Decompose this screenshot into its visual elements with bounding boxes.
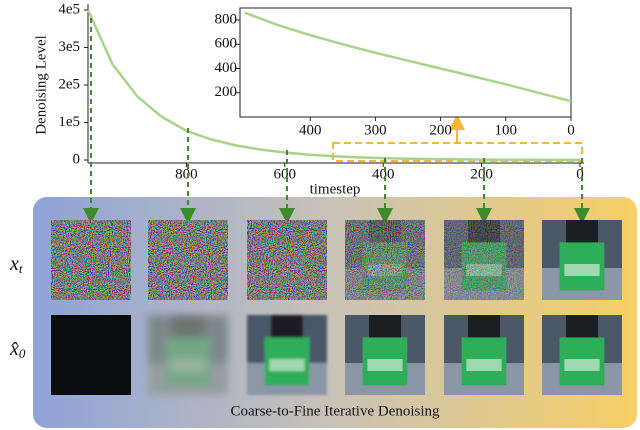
bottle-label: [269, 359, 305, 371]
bottle-cap: [566, 315, 598, 339]
noisy-image: [247, 220, 327, 300]
curve: [244, 11, 572, 103]
y-tick-label: 800: [215, 11, 238, 27]
x-tick-label: 200: [470, 166, 493, 182]
bottle-cap: [566, 220, 598, 244]
x-tick-label: 100: [495, 122, 518, 138]
bottle-cap: [369, 315, 401, 339]
x-tick-label: 0: [576, 166, 584, 182]
haze: [148, 315, 228, 395]
bottle-label: [367, 359, 403, 371]
y-tick-label: 200: [215, 84, 238, 100]
y-tick-label: 2e5: [58, 76, 80, 92]
bottle-label: [466, 359, 502, 371]
bottle-label: [564, 359, 600, 371]
curve: [86, 9, 581, 162]
y-tick-label: 1e5: [58, 114, 80, 130]
bottle-cap: [468, 315, 500, 339]
y-tick-label: 0: [73, 151, 81, 167]
noisy-image: [542, 220, 622, 300]
x-axis-label: timestep: [310, 181, 361, 197]
predicted-image: [444, 315, 524, 395]
x-tick-label: 400: [372, 166, 395, 182]
predicted-image: [148, 315, 228, 395]
noisy-image: [345, 220, 425, 300]
noisy-image: [148, 220, 228, 300]
predicted-image: [247, 315, 327, 395]
noise: [51, 220, 131, 300]
row-label: xt: [9, 253, 23, 276]
noise: [148, 220, 228, 300]
noise: [247, 220, 327, 300]
x-tick-label: 300: [364, 122, 387, 138]
noisy-image: [444, 220, 524, 300]
y-tick-label: 400: [215, 60, 238, 76]
dark-image: [51, 315, 131, 395]
y-axis-label: Denoising Level: [33, 35, 49, 135]
bottle-cap: [271, 315, 303, 339]
predicted-image: [51, 315, 131, 395]
inset-frame: [239, 7, 572, 118]
y-tick-label: 600: [215, 36, 238, 52]
noisy-image: [51, 220, 131, 300]
x-tick-label: 200: [429, 122, 452, 138]
predicted-image: [345, 315, 425, 395]
y-tick-label: 4e5: [58, 1, 80, 17]
noise: [444, 220, 524, 300]
x-tick-label: 600: [274, 166, 297, 182]
x-tick-label: 0: [567, 122, 575, 138]
row-label: x̂0: [9, 338, 26, 361]
bottle-label: [564, 264, 600, 276]
predicted-image: [542, 315, 622, 395]
x-tick-label: 800: [175, 166, 198, 182]
noise: [345, 220, 425, 300]
zoom-box: [332, 142, 583, 162]
y-tick-label: 3e5: [58, 39, 80, 55]
x-tick-label: 400: [299, 122, 322, 138]
caption: Coarse-to-Fine Iterative Denoising: [230, 403, 440, 419]
